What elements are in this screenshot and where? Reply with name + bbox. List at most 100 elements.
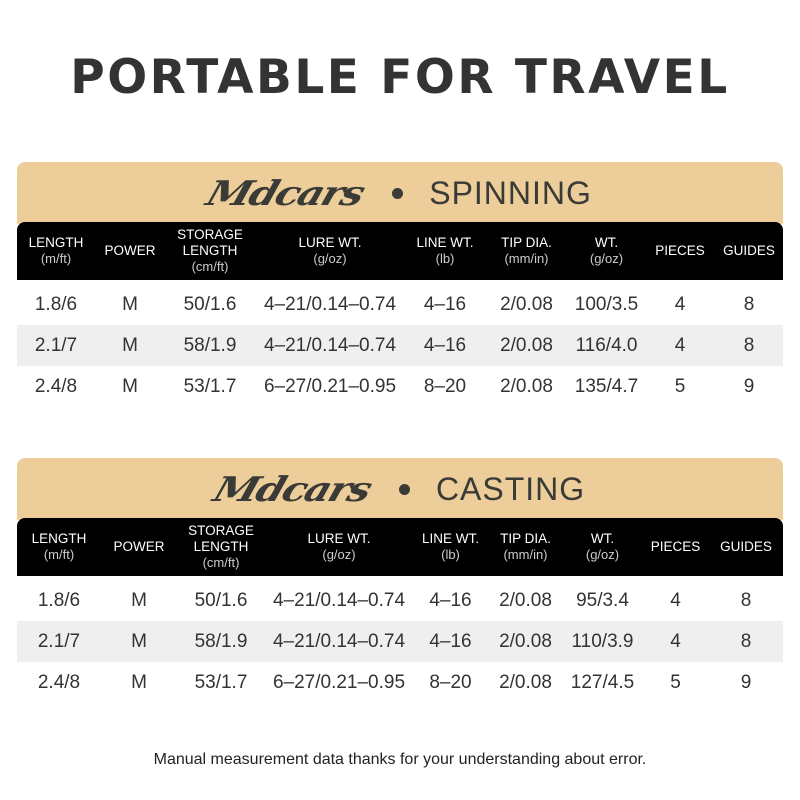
column-label: LINE WT. — [416, 235, 474, 250]
table-row: 1.8/6 M 50/1.6 4–21/0.14–0.74 4–16 2/0.08 95/3… — [17, 580, 783, 621]
table-cell: 4–21/0.14–0.74 — [272, 589, 406, 611]
column-label: WT. — [590, 531, 615, 546]
column-header: LINE WT. (lb) — [405, 235, 485, 267]
column-unit: (g/oz) — [322, 547, 356, 562]
bullet-dot — [398, 483, 410, 495]
column-header: STORAGE LENGTH (cm/ft) — [177, 523, 265, 571]
table-cell: 4 — [670, 630, 681, 652]
table-row: 2.1/7 M 58/1.9 4–21/0.14–0.74 4–16 2/0.08 116/… — [17, 325, 783, 366]
table-cell: M — [122, 334, 138, 356]
column-header: LURE WT. (g/oz) — [255, 235, 405, 267]
table-cell: 9 — [743, 375, 755, 397]
table-row: 1.8/6 M 50/1.6 4–21/0.14–0.74 4–16 2/0.08 100/… — [17, 284, 783, 325]
column-unit: (lb) — [435, 251, 455, 266]
column-header: GUIDES — [715, 243, 783, 259]
column-header: LINE WT. (lb) — [413, 531, 488, 563]
table-cell: 116/4.0 — [575, 334, 638, 356]
table-cell: 100/3.5 — [574, 293, 639, 315]
table-cell: 2.1/7 — [34, 334, 78, 356]
table-cell: 4–16 — [423, 334, 467, 356]
table-cell: 2/0.08 — [500, 334, 553, 356]
table-cell: 127/4.5 — [570, 671, 635, 693]
column-unit: (mm/in) — [503, 547, 548, 562]
column-header: PIECES — [645, 243, 715, 259]
table-cell: 4–16 — [429, 630, 472, 652]
column-label: PIECES — [650, 539, 701, 554]
table-cell: 53/1.7 — [194, 671, 248, 693]
column-label: WT. — [594, 235, 619, 250]
table-cell: 4–16 — [423, 293, 467, 315]
table-cell: 8 — [743, 293, 755, 315]
table-header: LENGTH (m/ft) POWER STORAGE LENGTH (cm/f… — [17, 518, 783, 576]
table-cell: 2/0.08 — [499, 630, 552, 652]
column-header: LENGTH (m/ft) — [17, 235, 95, 267]
column-header: PIECES — [642, 539, 709, 555]
casting-spec-table: Mdcars CASTING LENGTH (m/ft) POWER STORA… — [17, 458, 783, 703]
brand-logo: Mdcars — [201, 173, 369, 213]
table-cell: 53/1.7 — [183, 375, 237, 397]
table-cell: M — [131, 589, 147, 611]
table-cell: 4 — [670, 589, 681, 611]
table-cell: 2/0.08 — [500, 375, 553, 397]
table-cell: 4–21/0.14–0.74 — [272, 630, 406, 652]
table-cell: 2.1/7 — [37, 630, 81, 652]
page-title: PORTABLE FOR TRAVEL — [70, 50, 730, 105]
table-cell: 2.4/8 — [34, 375, 78, 397]
category-label: CASTING — [435, 470, 586, 507]
table-cell: 5 — [670, 671, 681, 693]
column-unit: (m/ft) — [40, 251, 72, 266]
column-label: LURE WT. — [307, 531, 371, 546]
table-row: 2.4/8 M 53/1.7 6–27/0.21–0.95 8–20 2/0.08 127/… — [17, 662, 783, 703]
table-cell: 4–21/0.14–0.74 — [263, 293, 397, 315]
column-header: STORAGE LENGTH (cm/ft) — [165, 227, 255, 275]
column-unit: (m/ft) — [43, 547, 75, 562]
table-cell: 135/4.7 — [574, 375, 639, 397]
table-cell: 4 — [674, 293, 686, 315]
table-cell: 8 — [740, 630, 752, 652]
table-cell: M — [122, 375, 138, 397]
table-cell: 110/3.9 — [571, 630, 634, 652]
column-label: STORAGE LENGTH — [177, 227, 243, 258]
column-header: LENGTH (m/ft) — [17, 531, 101, 563]
table-cell: 6–27/0.21–0.95 — [272, 671, 406, 693]
column-label: GUIDES — [720, 539, 772, 554]
brand-logo: Mdcars — [208, 469, 376, 509]
column-header: POWER — [95, 243, 165, 259]
column-header: TIP DIA. (mm/in) — [488, 531, 563, 563]
bullet-dot — [392, 187, 404, 199]
column-header: WT. (g/oz) — [563, 531, 642, 563]
disclaimer-text: Manual measurement data thanks for your … — [153, 751, 647, 768]
table-cell: 50/1.6 — [194, 589, 248, 611]
column-unit: (g/oz) — [313, 251, 347, 266]
category-label: SPINNING — [429, 174, 592, 211]
column-label: LURE WT. — [298, 235, 362, 250]
column-label: TIP DIA. — [500, 531, 551, 546]
spinning-spec-table: Mdcars SPINNING LENGTH (m/ft) POWER STOR… — [17, 162, 783, 407]
brand-band: Mdcars SPINNING — [17, 162, 783, 224]
column-label: GUIDES — [723, 243, 775, 258]
column-label: POWER — [104, 243, 156, 258]
table-cell: 58/1.9 — [183, 334, 237, 356]
table-cell: 8–20 — [423, 375, 467, 397]
column-unit: (cm/ft) — [202, 555, 240, 570]
table-cell: M — [131, 630, 147, 652]
table-cell: 5 — [674, 375, 686, 397]
column-header: WT. (g/oz) — [568, 235, 645, 267]
column-label: TIP DIA. — [501, 235, 552, 250]
table-header: LENGTH (m/ft) POWER STORAGE LENGTH (cm/f… — [17, 222, 783, 280]
column-label: LENGTH — [31, 531, 87, 546]
brand-band: Mdcars CASTING — [17, 458, 783, 520]
column-label: LENGTH — [28, 235, 84, 250]
column-unit: (cm/ft) — [191, 259, 229, 274]
table-cell: 8 — [740, 589, 752, 611]
table-cell: 1.8/6 — [34, 293, 78, 315]
table-cell: M — [131, 671, 147, 693]
table-cell: 9 — [740, 671, 752, 693]
table-cell: 58/1.9 — [194, 630, 248, 652]
column-label: PIECES — [655, 243, 705, 258]
table-cell: 8–20 — [429, 671, 472, 693]
column-header: TIP DIA. (mm/in) — [485, 235, 568, 267]
table-cell: 4 — [674, 334, 686, 356]
table-cell: M — [122, 293, 138, 315]
column-label: LINE WT. — [421, 531, 479, 546]
